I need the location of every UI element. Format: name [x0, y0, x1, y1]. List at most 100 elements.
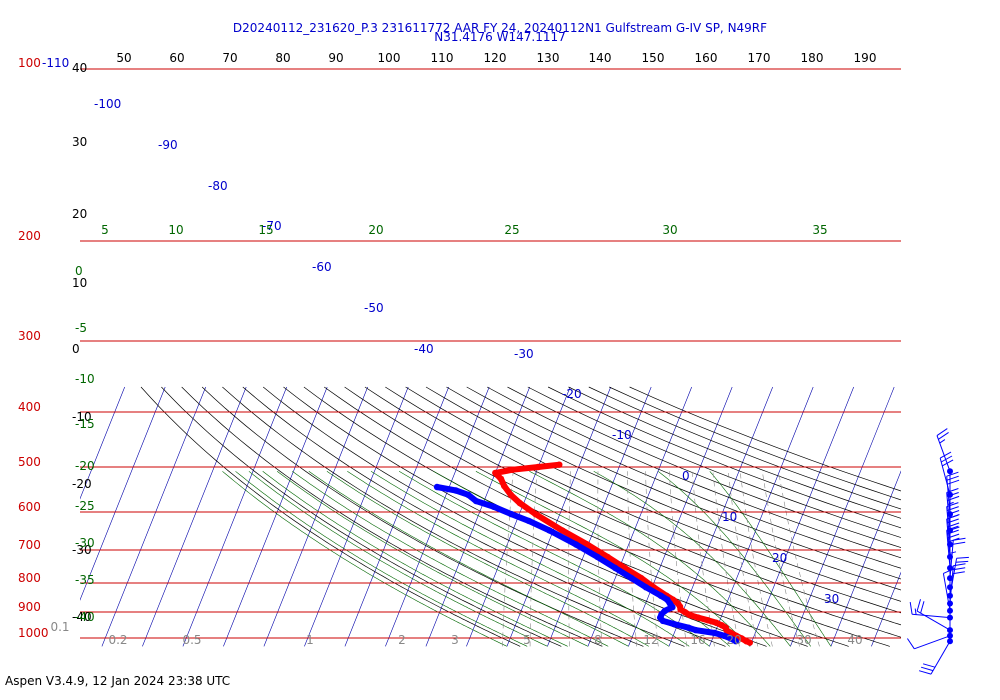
- isotherm-line: [344, 386, 449, 647]
- dry-adiabat-line: [466, 386, 901, 569]
- theta-label-90: 90: [328, 51, 343, 65]
- isotherm-label-10: 10: [722, 510, 737, 524]
- temperature-profile-point: [718, 622, 726, 629]
- dry-adiabat-line: [425, 386, 901, 591]
- moist-adiabat-line: [347, 471, 670, 647]
- moist-adiabat-line: [222, 471, 508, 647]
- isotherm-label--70: -70: [262, 219, 282, 233]
- dry-adiabat-line: [527, 386, 901, 538]
- wind-barb-flag: [947, 479, 960, 485]
- moist-adiabat-line: [276, 471, 589, 647]
- isotherm-line: [506, 386, 611, 647]
- wind-barb-half-flag: [939, 439, 946, 444]
- isotherm-label--90: -90: [158, 138, 178, 152]
- mixing-label-8: 8: [594, 633, 602, 647]
- theta-label-60: 60: [169, 51, 184, 65]
- mixing-ratio-line: [568, 471, 571, 647]
- dewpoint-profile-point: [664, 596, 671, 603]
- chart-subtitle: N31.4176 W147.1117: [434, 30, 566, 44]
- top-right-label: -110: [42, 56, 69, 70]
- dry-adiabat-line: [262, 386, 767, 647]
- dry-adiabat-line: [588, 386, 901, 510]
- wind-barb-flag: [922, 663, 936, 668]
- moist-adiabat-line: [370, 471, 690, 647]
- wind-barb: [909, 602, 953, 621]
- isotherm-line: [223, 386, 328, 647]
- dewpoint-profile-point: [508, 510, 515, 518]
- dry-adiabat-line: [161, 386, 562, 647]
- pressure-label-800: 800: [18, 571, 41, 585]
- moist-adiabat-line: [657, 471, 811, 647]
- isotherm-label--20: -20: [562, 387, 582, 401]
- isotherm-line: [425, 386, 530, 647]
- mixing-ratio-line: [762, 471, 800, 647]
- isotherm-label-0: 0: [682, 469, 690, 483]
- moist-adiabat-line: [593, 471, 791, 647]
- mixing-ratio-line: [669, 471, 688, 647]
- moist-adiabat-line: [398, 471, 710, 647]
- background-lines: [80, 386, 1000, 647]
- wind-barb-flag: [916, 599, 921, 612]
- wind-barb: [906, 632, 953, 650]
- temperature-profile-point: [507, 491, 514, 498]
- moist-upper-label-5: 5: [101, 223, 109, 237]
- isotherm-label--40: -40: [414, 342, 434, 356]
- wind-barb-shaft: [916, 610, 951, 631]
- dewpoint-profile-point: [685, 624, 692, 631]
- moist-upper-label-35: 35: [812, 223, 827, 237]
- dewpoint-profile-point: [546, 527, 553, 534]
- moist-left-label--30: -30: [75, 536, 95, 550]
- theta-label-70: 70: [222, 51, 237, 65]
- dry-adiabat-line: [486, 386, 901, 559]
- left-theta-label--10: -10: [72, 410, 92, 424]
- dewpoint-profile-point: [727, 635, 734, 642]
- dry-adiabat-line: [323, 386, 890, 647]
- pressure-label-500: 500: [18, 455, 41, 469]
- theta-label-50: 50: [116, 51, 131, 65]
- left-theta-label-20: 20: [72, 207, 87, 221]
- wind-barb-flag: [906, 638, 915, 650]
- wind-barb-flag: [920, 666, 934, 672]
- dewpoint-profile-point: [661, 607, 669, 614]
- temperature-profile-point: [492, 469, 499, 477]
- moist-upper-label-20: 20: [368, 223, 383, 237]
- theta-label-130: 130: [537, 51, 560, 65]
- temperature-profile-point: [674, 600, 682, 607]
- wind-barb-flag: [946, 475, 959, 481]
- isotherm-line: [830, 470, 901, 647]
- left-theta-label--30: -30: [72, 543, 92, 557]
- isotherm-line: [912, 387, 1000, 646]
- isotherm-line: [263, 386, 368, 647]
- isotherm-line: [101, 386, 206, 647]
- dewpoint-profile-point: [594, 553, 601, 561]
- dry-adiabat-line: [405, 386, 901, 602]
- temperature-profile-point: [559, 527, 566, 534]
- temperature-profile-point: [686, 611, 693, 619]
- wind-barb-flag: [955, 560, 969, 563]
- moist-adiabat-line: [326, 471, 649, 647]
- moist-left-label--40: -40: [75, 610, 95, 624]
- moist-left-label--20: -20: [75, 459, 95, 473]
- wind-barb: [942, 567, 955, 614]
- moist-adiabat-line: [308, 471, 629, 647]
- dry-adiabat-line: [547, 386, 901, 529]
- isotherm-line: [871, 571, 901, 647]
- temperature-profile-point: [509, 466, 516, 473]
- wind-barb: [916, 599, 953, 634]
- temperature-profile-point: [738, 635, 745, 642]
- mixing-label-16: 16: [690, 633, 705, 647]
- pressure-label-1000: 1000: [18, 626, 49, 640]
- wind-barb-shaft: [946, 530, 951, 569]
- dry-adiabat-line: [303, 386, 849, 647]
- dry-adiabat-line: [201, 386, 644, 647]
- isotherm-label--100: -100: [94, 97, 121, 111]
- pressure-label-top: 100: [18, 56, 41, 70]
- theta-label-120: 120: [484, 51, 507, 65]
- dewpoint-profile-point: [670, 620, 677, 628]
- moist-adiabat-line: [292, 471, 609, 647]
- wind-barb-flag: [941, 459, 954, 467]
- temperature-profile-point: [713, 619, 720, 626]
- dry-adiabat-line: [181, 386, 603, 647]
- wind-barb-flag: [946, 488, 959, 493]
